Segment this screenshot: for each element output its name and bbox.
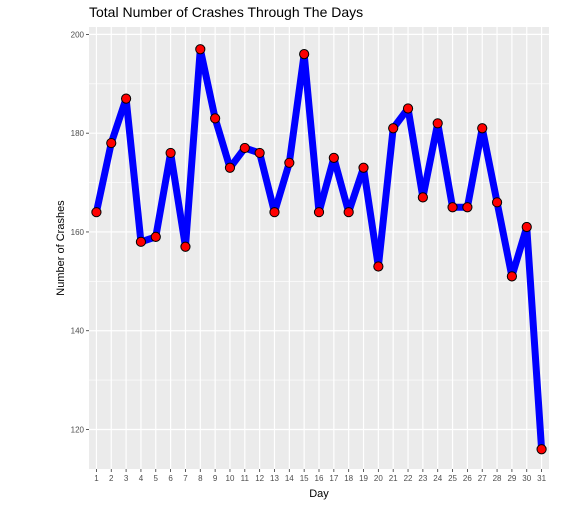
x-tick-label: 16 xyxy=(315,474,324,483)
x-tick-label: 25 xyxy=(448,474,457,483)
data-point xyxy=(210,113,221,124)
series-line-segment xyxy=(419,119,442,201)
data-point xyxy=(195,44,206,55)
data-point xyxy=(536,444,547,455)
x-tick-label: 5 xyxy=(154,474,159,483)
data-point xyxy=(269,207,280,218)
y-tick-label: 200 xyxy=(71,30,85,39)
x-tick-label: 26 xyxy=(463,474,472,483)
y-tick-label: 180 xyxy=(71,129,85,138)
x-tick-label: 3 xyxy=(124,474,129,483)
x-tick-label: 4 xyxy=(139,474,144,483)
data-point xyxy=(91,207,102,218)
y-tick-label: 160 xyxy=(71,228,85,237)
series-line-segment xyxy=(167,149,189,251)
data-point xyxy=(462,202,473,213)
series-points xyxy=(91,44,547,455)
y-axis-ticks: 120 140 160 180 200 xyxy=(71,30,89,434)
y-axis-title: Number of Crashes xyxy=(55,200,67,296)
x-tick-label: 2 xyxy=(109,474,114,483)
data-point xyxy=(224,162,236,173)
series-line-segment xyxy=(285,50,308,167)
series-line-segment xyxy=(360,164,382,271)
data-point xyxy=(299,49,310,60)
x-tick-label: 23 xyxy=(418,474,427,483)
series-line-segment xyxy=(493,198,516,280)
x-tick-label: 29 xyxy=(507,474,516,483)
x-tick-label: 1 xyxy=(94,474,99,483)
series-line-segment xyxy=(434,119,457,211)
x-tick-label: 19 xyxy=(359,474,368,483)
x-tick-label: 18 xyxy=(344,474,353,483)
data-point xyxy=(506,271,518,282)
series-line-segment xyxy=(330,154,353,216)
data-point xyxy=(313,207,325,218)
data-point xyxy=(135,236,147,247)
grid-major xyxy=(89,27,549,469)
series-line-segment xyxy=(478,124,501,206)
series-line-segment xyxy=(256,149,278,216)
data-point xyxy=(120,93,132,104)
series-line-segment xyxy=(523,223,546,453)
x-tick-label: 20 xyxy=(374,474,383,483)
series-line-segment xyxy=(374,124,397,271)
data-point xyxy=(254,147,265,159)
x-axis-title: Day xyxy=(309,488,329,500)
x-tick-label: 10 xyxy=(226,474,235,483)
x-tick-label: 22 xyxy=(404,474,413,483)
x-tick-label: 13 xyxy=(270,474,279,483)
data-point xyxy=(477,123,488,134)
y-tick-label: 120 xyxy=(71,425,85,434)
data-point xyxy=(402,103,414,114)
data-point xyxy=(491,197,503,208)
series-line-segment xyxy=(315,154,338,216)
data-point xyxy=(388,123,399,134)
x-tick-label: 21 xyxy=(389,474,398,483)
data-point xyxy=(417,192,428,203)
series-line-segment xyxy=(181,45,204,251)
data-point xyxy=(106,137,117,149)
data-point xyxy=(165,147,176,159)
x-tick-label: 8 xyxy=(198,474,203,483)
series-line-segment xyxy=(270,159,293,216)
series-line-segment xyxy=(122,95,145,246)
series-line-segment xyxy=(300,50,323,216)
x-axis-ticks: 1 2 3 4 5 6 7 8 9 10 11 12 13 14 15 16 17 18 19 20 21 22 23 24 2… xyxy=(94,469,547,483)
data-point xyxy=(358,162,369,173)
data-point xyxy=(343,207,354,218)
x-tick-label: 24 xyxy=(433,474,442,483)
data-point xyxy=(239,142,250,154)
x-tick-label: 15 xyxy=(300,474,309,483)
x-tick-label: 30 xyxy=(522,474,531,483)
x-tick-label: 7 xyxy=(183,474,188,483)
y-tick-label: 140 xyxy=(71,327,85,336)
series-line-segment xyxy=(152,149,175,241)
data-point xyxy=(284,157,295,168)
data-point xyxy=(328,152,339,163)
series-line-segment xyxy=(463,124,486,211)
data-point xyxy=(521,221,532,233)
x-tick-label: 6 xyxy=(168,474,173,483)
series-line-segment xyxy=(92,139,115,216)
data-point xyxy=(373,261,384,272)
x-tick-label: 11 xyxy=(241,474,250,483)
data-point xyxy=(432,118,443,129)
data-point xyxy=(150,231,161,242)
series-line-segment xyxy=(404,104,427,201)
series-line-segment xyxy=(196,45,219,122)
x-tick-label: 28 xyxy=(493,474,502,483)
x-tick-label: 12 xyxy=(255,474,264,483)
x-tick-label: 17 xyxy=(329,474,338,483)
data-point xyxy=(180,241,191,252)
data-point xyxy=(447,202,458,213)
chart-title: Total Number of Crashes Through The Days xyxy=(89,4,363,20)
x-tick-label: 14 xyxy=(285,474,294,483)
series-line-segment xyxy=(211,114,234,172)
x-tick-label: 31 xyxy=(537,474,546,483)
x-tick-label: 9 xyxy=(213,474,218,483)
x-tick-label: 27 xyxy=(478,474,487,483)
series-line-segment xyxy=(345,164,368,216)
